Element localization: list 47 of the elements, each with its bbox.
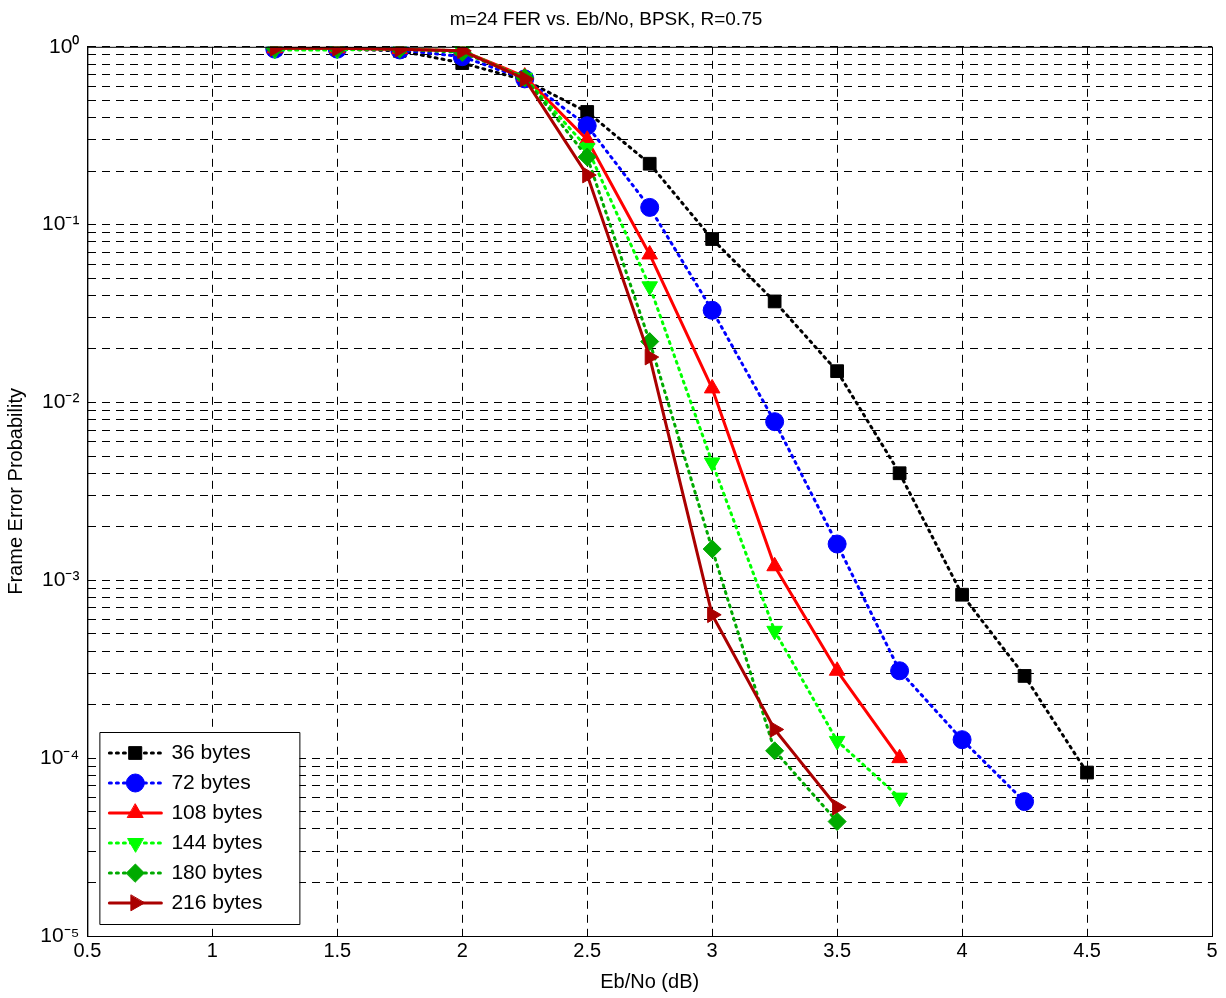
point — [577, 147, 597, 167]
x-tick-label: 1 — [206, 938, 218, 961]
point — [765, 741, 785, 761]
point — [830, 364, 844, 379]
x-tick-label: 3.5 — [823, 938, 852, 961]
point — [702, 300, 722, 320]
point — [827, 534, 847, 554]
point — [955, 587, 969, 602]
point — [641, 281, 658, 296]
point — [577, 116, 597, 136]
legend-label: 180 bytes — [171, 859, 263, 883]
point — [765, 412, 785, 432]
point — [767, 294, 782, 309]
y-tick-label: 10⁰ — [49, 33, 80, 57]
y-tick-label: 10⁻¹ — [42, 211, 80, 235]
point — [640, 197, 660, 217]
legend-label: 72 bytes — [171, 769, 251, 793]
point — [580, 105, 595, 119]
point — [892, 466, 907, 481]
x-tick-label: 2 — [456, 938, 468, 961]
x-tick-label: 5 — [1206, 938, 1218, 961]
x-axis-title: Eb/No (dB) — [600, 969, 700, 992]
x-tick-label: 4.5 — [1073, 938, 1101, 961]
point — [705, 232, 720, 246]
legend-label: 108 bytes — [171, 799, 263, 823]
x-tick-label: 2.5 — [573, 938, 602, 961]
x-tick-label: 4 — [956, 938, 968, 961]
y-tick-label: 10⁻² — [42, 389, 80, 413]
point — [890, 661, 910, 681]
point — [1080, 765, 1094, 780]
point — [827, 812, 847, 832]
y-axis-title: Frame Error Probability — [3, 388, 26, 595]
x-tick-label: 1.5 — [323, 938, 352, 961]
point — [642, 156, 657, 171]
chart-title: m=24 FER vs. Eb/No, BPSK, R=0.75 — [449, 7, 763, 29]
point — [1017, 669, 1032, 683]
legend-label: 144 bytes — [171, 829, 263, 853]
x-tick-label: 3 — [706, 938, 718, 961]
y-tick-label: 10⁻³ — [42, 567, 80, 591]
y-tick-label: 10⁻⁴ — [39, 744, 80, 768]
point — [702, 539, 722, 559]
point — [891, 748, 908, 764]
point — [952, 730, 972, 750]
legend-label: 216 bytes — [171, 889, 263, 913]
point — [703, 457, 721, 472]
legend-label: 36 bytes — [171, 739, 251, 763]
point — [1015, 792, 1035, 812]
